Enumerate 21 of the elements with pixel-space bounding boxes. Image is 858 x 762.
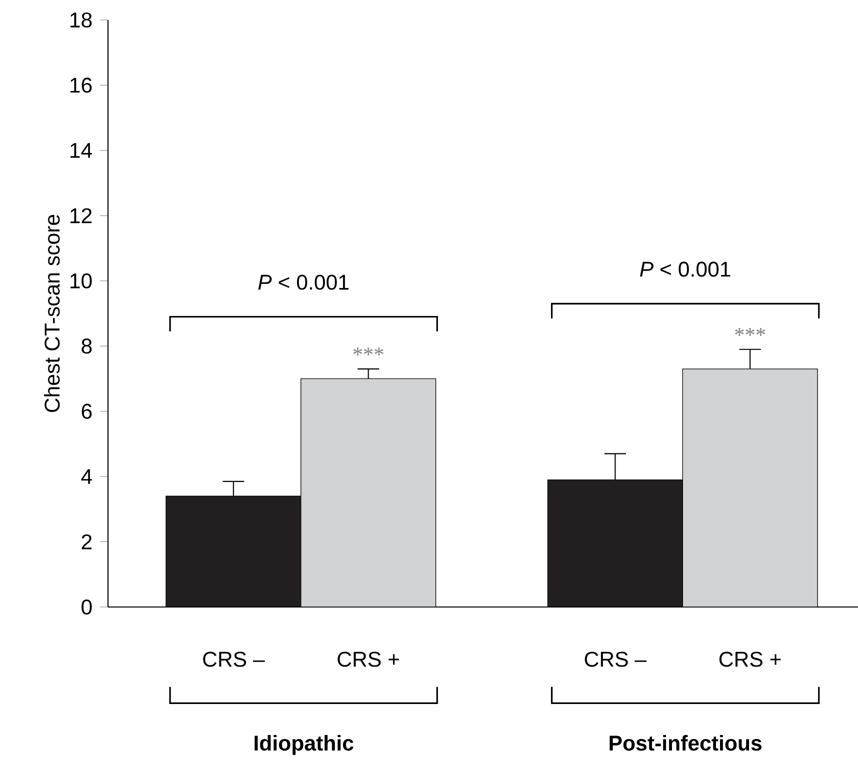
annotation: P < 0.001 — [258, 274, 348, 290]
annotation: *** — [353, 348, 384, 356]
text: Post-infectious — [610, 735, 762, 751]
x-tick-label: CRS + — [719, 652, 781, 667]
y-axis-title: Chest CT-scan score — [44, 214, 60, 412]
y-tick-label: 16 — [70, 78, 92, 93]
y-tick-label: 14 — [70, 143, 92, 158]
x-tick-label: CRS + — [338, 652, 399, 667]
text: Idiopathic — [254, 735, 354, 755]
x-tick-label: CRS – — [203, 652, 265, 667]
annotation: P < 0.001 — [640, 262, 730, 277]
y-tick-label: 4 — [81, 469, 92, 484]
y-tick-label: 6 — [82, 404, 92, 419]
y-tick-label: 10 — [70, 273, 92, 288]
y-tick-label: 12 — [70, 208, 92, 224]
y-tick-label: 18 — [70, 12, 92, 28]
x-tick-label: CRS – — [584, 652, 647, 667]
y-tick-label: 0 — [82, 599, 92, 615]
y-tick-label: 8 — [82, 338, 92, 354]
y-tick-label: 2 — [82, 534, 92, 550]
annotation: *** — [735, 328, 766, 336]
